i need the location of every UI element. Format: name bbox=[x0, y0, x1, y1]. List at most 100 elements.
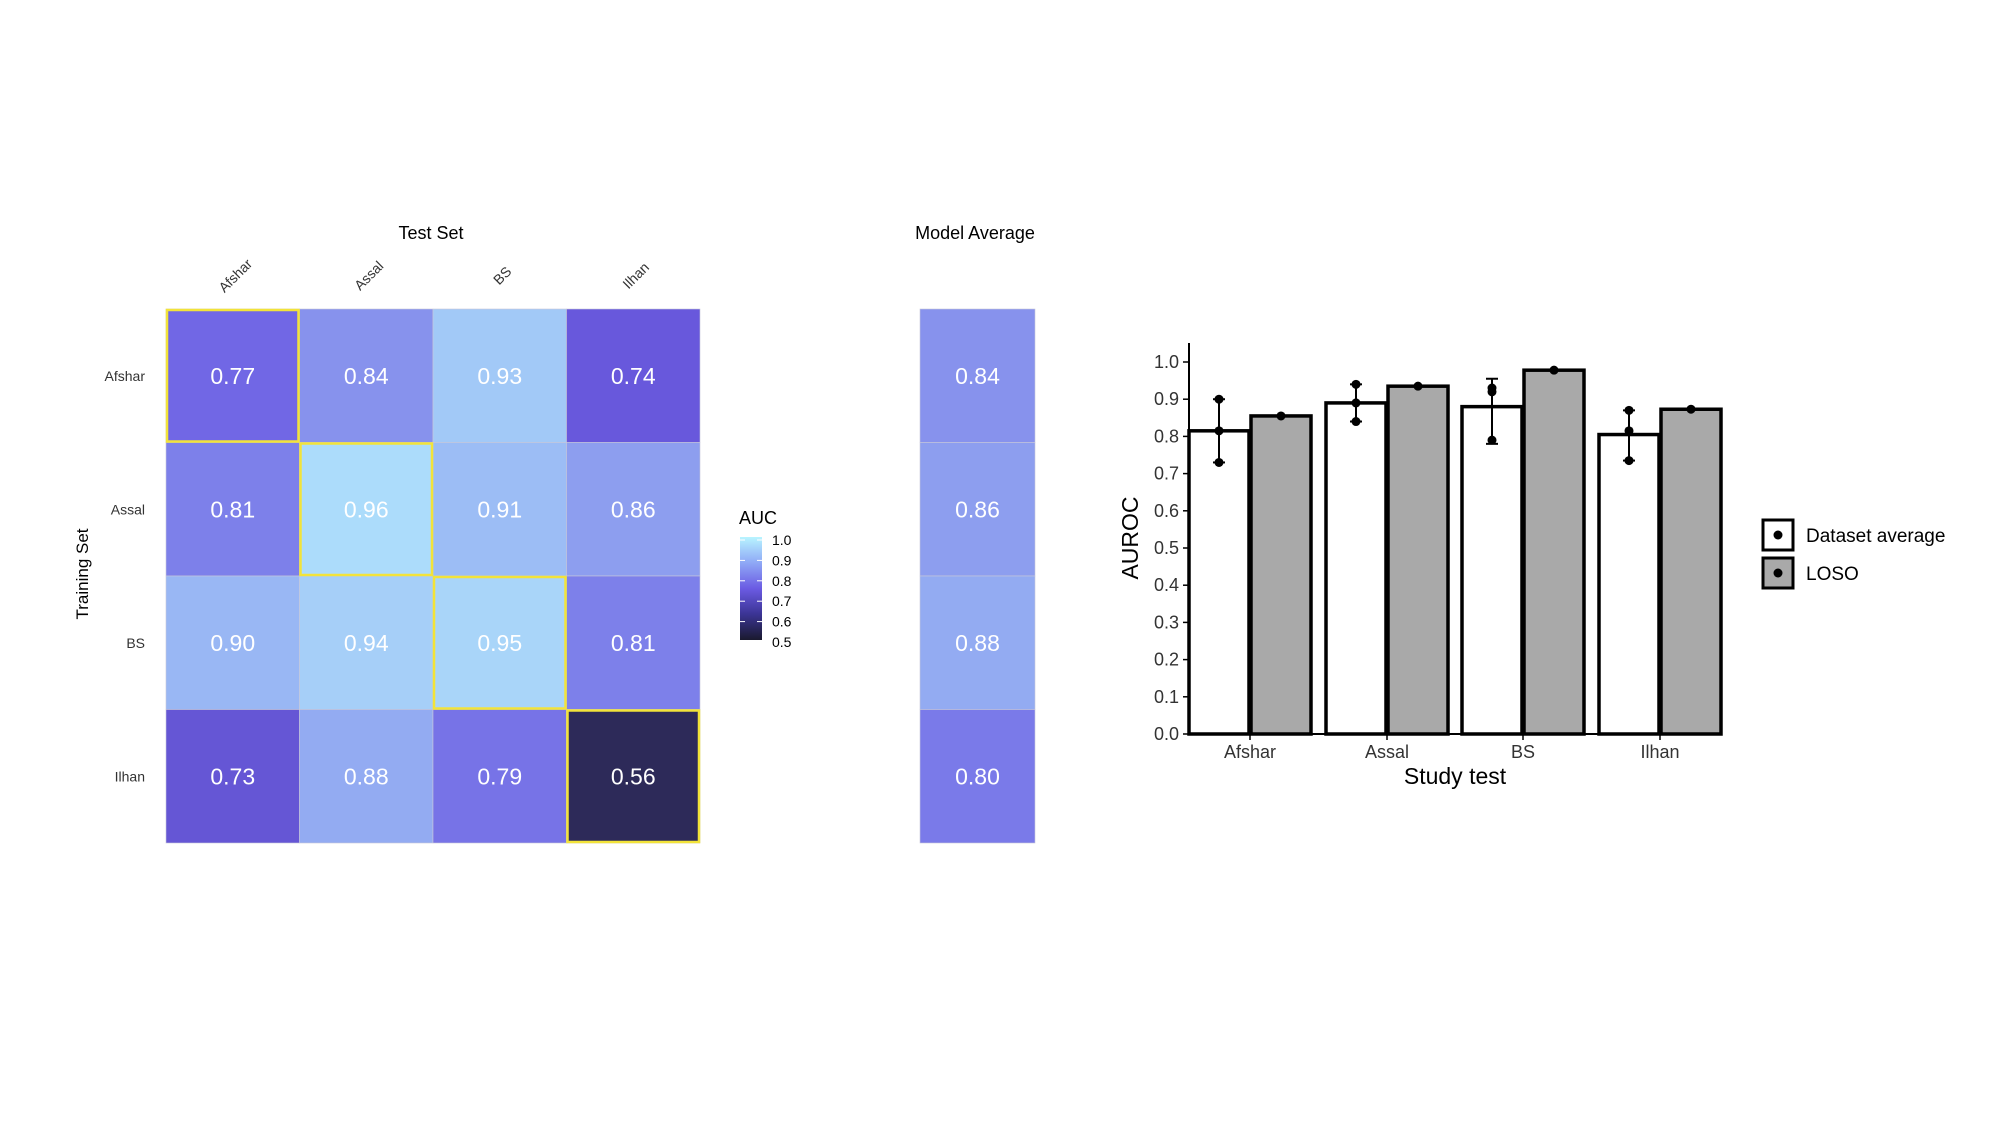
bar-y-tick-label: 0.0 bbox=[1154, 724, 1179, 744]
bar-y-tick-label: 0.6 bbox=[1154, 501, 1179, 521]
bar-ylabel: AUROC bbox=[1117, 496, 1143, 579]
heatmap-value-label: 0.84 bbox=[344, 363, 389, 389]
heatmap-value-label: 0.56 bbox=[611, 763, 656, 789]
heatmap-cells bbox=[165, 308, 701, 844]
heatmap-value-label: 0.91 bbox=[477, 496, 522, 522]
bar bbox=[1659, 407, 1723, 736]
heatmap-column-label: BS bbox=[490, 263, 515, 288]
bar-y-tick-label: 0.3 bbox=[1154, 612, 1179, 632]
bar-xlabel: Study test bbox=[1404, 763, 1507, 789]
heatmap-row-label: Afshar bbox=[105, 368, 146, 384]
data-point bbox=[1624, 456, 1634, 466]
heatmap-column-labels: Afshar Assal BS Ilhan bbox=[215, 255, 652, 295]
bar-y-tick-label: 0.2 bbox=[1154, 650, 1179, 670]
data-point bbox=[1351, 379, 1361, 389]
heatmap-value-label: 0.93 bbox=[477, 363, 522, 389]
bar-y-tick-label: 0.4 bbox=[1154, 575, 1179, 595]
bar bbox=[1324, 401, 1388, 736]
heatmap-value-label: 0.94 bbox=[344, 630, 389, 656]
heatmap-value-label: 0.88 bbox=[344, 763, 389, 789]
heatmap-highlight-box bbox=[432, 575, 567, 710]
colorbar-tick-label: 0.8 bbox=[772, 573, 792, 589]
bar-y-tick-label: 0.9 bbox=[1154, 389, 1179, 409]
data-point bbox=[1214, 426, 1224, 436]
data-point bbox=[1413, 381, 1423, 391]
data-point bbox=[1276, 411, 1286, 421]
colorbar-ticks: 1.0 0.9 0.8 0.7 0.6 0.5 bbox=[740, 532, 792, 650]
model-average-title: Model Average bbox=[915, 223, 1035, 243]
bar bbox=[1460, 404, 1524, 736]
data-point bbox=[1351, 417, 1361, 427]
bar-y-axis-ticks: 0.0 0.1 0.2 0.3 0.4 0.5 0.6 0.7 0.8 0.9 1.0 bbox=[1154, 352, 1189, 744]
data-point bbox=[1351, 398, 1361, 408]
colorbar-tick-label: 0.5 bbox=[772, 634, 792, 650]
data-point bbox=[1487, 387, 1497, 397]
model-average-value-label: 0.84 bbox=[955, 363, 1000, 389]
bar bbox=[1187, 429, 1251, 736]
bar-y-tick-label: 0.7 bbox=[1154, 464, 1179, 484]
model-average-cell bbox=[919, 308, 1036, 443]
bar-y-tick-label: 0.5 bbox=[1154, 538, 1179, 558]
bar-x-tick-label: Ilhan bbox=[1640, 742, 1679, 762]
auc-colorbar-legend: AUC 1.0 0.9 0.8 0.7 0.6 0.5 bbox=[739, 508, 792, 650]
data-point bbox=[1487, 435, 1497, 445]
colorbar-tick-label: 0.9 bbox=[772, 552, 792, 568]
heatmap-column-label: Ilhan bbox=[619, 259, 652, 292]
heatmap-value-label: 0.86 bbox=[611, 496, 656, 522]
bar bbox=[1249, 414, 1313, 736]
heatmap-diagonal-highlights bbox=[165, 308, 701, 844]
bar-y-tick-label: 0.1 bbox=[1154, 687, 1179, 707]
data-point bbox=[1214, 394, 1224, 404]
model-average-value-label: 0.80 bbox=[955, 763, 1000, 789]
model-average-value-label: 0.88 bbox=[955, 630, 1000, 656]
legend-label: Dataset average bbox=[1806, 526, 1945, 547]
heatmap-cell bbox=[432, 709, 567, 844]
model-average-cell bbox=[919, 575, 1036, 710]
heatmap-highlight-box bbox=[566, 709, 701, 844]
heatmap-highlight-box bbox=[299, 442, 434, 577]
legend-label: LOSO bbox=[1806, 564, 1859, 585]
heatmap-cell bbox=[566, 308, 701, 443]
colorbar-tick-label: 0.6 bbox=[772, 614, 792, 630]
heatmap-cell bbox=[165, 308, 300, 443]
heatmap-cell bbox=[432, 442, 567, 577]
heatmap-column-label: Assal bbox=[351, 258, 387, 294]
heatmap-value-label: 0.77 bbox=[210, 363, 255, 389]
bar-legend: Dataset average LOSO bbox=[1761, 518, 1945, 590]
legend-swatch-point bbox=[1773, 530, 1783, 540]
model-average-cells bbox=[919, 308, 1036, 844]
heatmap-cell bbox=[299, 709, 434, 844]
heatmap-cell bbox=[165, 709, 300, 844]
heatmap-title: Test Set bbox=[398, 223, 463, 243]
model-average-cell bbox=[919, 709, 1036, 844]
bar-x-tick-label: BS bbox=[1511, 742, 1535, 762]
legend-swatch-point bbox=[1773, 568, 1783, 578]
bar bbox=[1522, 368, 1586, 736]
data-point bbox=[1624, 426, 1634, 436]
heatmap-value-label: 0.81 bbox=[210, 496, 255, 522]
bar-x-tick-label: Assal bbox=[1365, 742, 1409, 762]
colorbar-gradient bbox=[740, 537, 762, 640]
bar-y-tick-label: 0.8 bbox=[1154, 426, 1179, 446]
data-point bbox=[1686, 404, 1696, 414]
heatmap-cell bbox=[299, 308, 434, 443]
heatmap-row-label: Assal bbox=[111, 501, 145, 517]
model-average-value-labels: 0.84 0.86 0.88 0.80 bbox=[955, 363, 1000, 790]
data-point bbox=[1549, 365, 1559, 375]
heatmap-panel: Test Set Training Set Afshar Assal BS Ilhan… bbox=[73, 223, 701, 844]
bar-points bbox=[1214, 365, 1696, 467]
heatmap-cell bbox=[165, 442, 300, 577]
heatmap-cell bbox=[432, 308, 567, 443]
bar-x-axis-ticks: Afshar Assal BS Ilhan bbox=[1224, 734, 1680, 762]
heatmap-value-label: 0.73 bbox=[210, 763, 255, 789]
heatmap-value-label: 0.81 bbox=[611, 630, 656, 656]
heatmap-value-label: 0.74 bbox=[611, 363, 656, 389]
heatmap-row-label: BS bbox=[126, 635, 145, 651]
heatmap-cell bbox=[299, 575, 434, 710]
colorbar-title: AUC bbox=[739, 508, 777, 528]
bar-chart-panel: 0.0 0.1 0.2 0.3 0.4 0.5 0.6 0.7 0.8 0.9 1.0 Afshar… bbox=[1117, 343, 1945, 789]
heatmap-value-label: 0.90 bbox=[210, 630, 255, 656]
heatmap-cell bbox=[566, 575, 701, 710]
heatmap-row-label: Ilhan bbox=[115, 768, 145, 784]
